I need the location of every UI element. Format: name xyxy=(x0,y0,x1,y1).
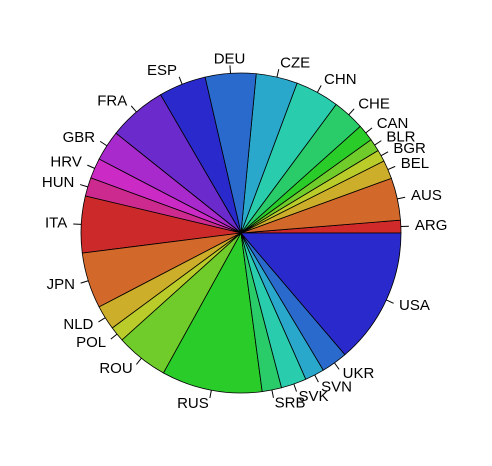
pie-label-fra: FRA xyxy=(97,92,127,109)
pie-label-bel: BEL xyxy=(401,155,429,172)
pie-tick-srb xyxy=(271,389,274,398)
pie-tick-hun xyxy=(79,184,88,188)
pie-label-rus: RUS xyxy=(177,395,209,412)
pie-label-gbr: GBR xyxy=(63,129,96,146)
pie-label-deu: DEU xyxy=(214,50,246,67)
pie-tick-svn xyxy=(314,374,319,383)
pie-label-esp: ESP xyxy=(147,62,177,79)
pie-slice-usa xyxy=(240,232,402,356)
pie-tick-fra xyxy=(130,105,137,113)
pie-label-jpn: JPN xyxy=(47,276,75,293)
pie-tick-chn xyxy=(316,85,322,93)
pie-label-cze: CZE xyxy=(280,54,310,71)
pie-label-blr: BLR xyxy=(386,128,415,145)
pie-tick-usa xyxy=(386,299,394,304)
pie-tick-rus xyxy=(209,390,212,399)
pie-tick-deu xyxy=(229,65,231,74)
pie-label-hrv: HRV xyxy=(50,154,81,171)
pie-tick-gbr xyxy=(99,140,108,147)
pie-label-rou: ROU xyxy=(99,360,132,377)
pie-tick-che xyxy=(348,108,355,116)
pie-label-can: CAN xyxy=(377,115,409,132)
pie-label-svk: SVK xyxy=(298,388,328,405)
pie-tick-nld xyxy=(98,317,106,323)
pie-tick-esp xyxy=(178,76,183,85)
pie-label-ita: ITA xyxy=(45,215,67,232)
pie-tick-cze xyxy=(276,69,280,78)
pie-tick-aus xyxy=(397,196,406,200)
pie-label-chn: CHN xyxy=(324,71,357,88)
pie-tick-svk xyxy=(293,383,297,392)
pie-label-arg: ARG xyxy=(415,217,448,234)
pie-label-hun: HUN xyxy=(42,174,75,191)
pie-label-usa: USA xyxy=(399,297,430,314)
pie-tick-pol xyxy=(110,333,118,340)
pie-tick-ukr xyxy=(334,362,340,370)
pie-label-aus: AUS xyxy=(411,187,442,204)
pie-label-che: CHE xyxy=(358,95,390,112)
pie-label-srb: SRB xyxy=(275,395,306,412)
pie-label-svn: SVN xyxy=(321,378,352,395)
pie-tick-hrv xyxy=(87,164,95,169)
pie-label-bgr: BGR xyxy=(393,140,426,157)
pie-tick-can xyxy=(365,127,373,134)
pie-label-ukr: UKR xyxy=(343,365,375,382)
pie-tick-blr xyxy=(374,140,382,146)
pie-slice-rus xyxy=(162,231,263,394)
pie-tick-bel xyxy=(387,165,396,171)
pie-label-pol: POL xyxy=(76,334,106,351)
pie-tick-rou xyxy=(136,357,142,365)
pie-label-nld: NLD xyxy=(63,316,93,333)
pie-tick-bgr xyxy=(380,151,389,157)
pie-tick-jpn xyxy=(80,280,89,284)
